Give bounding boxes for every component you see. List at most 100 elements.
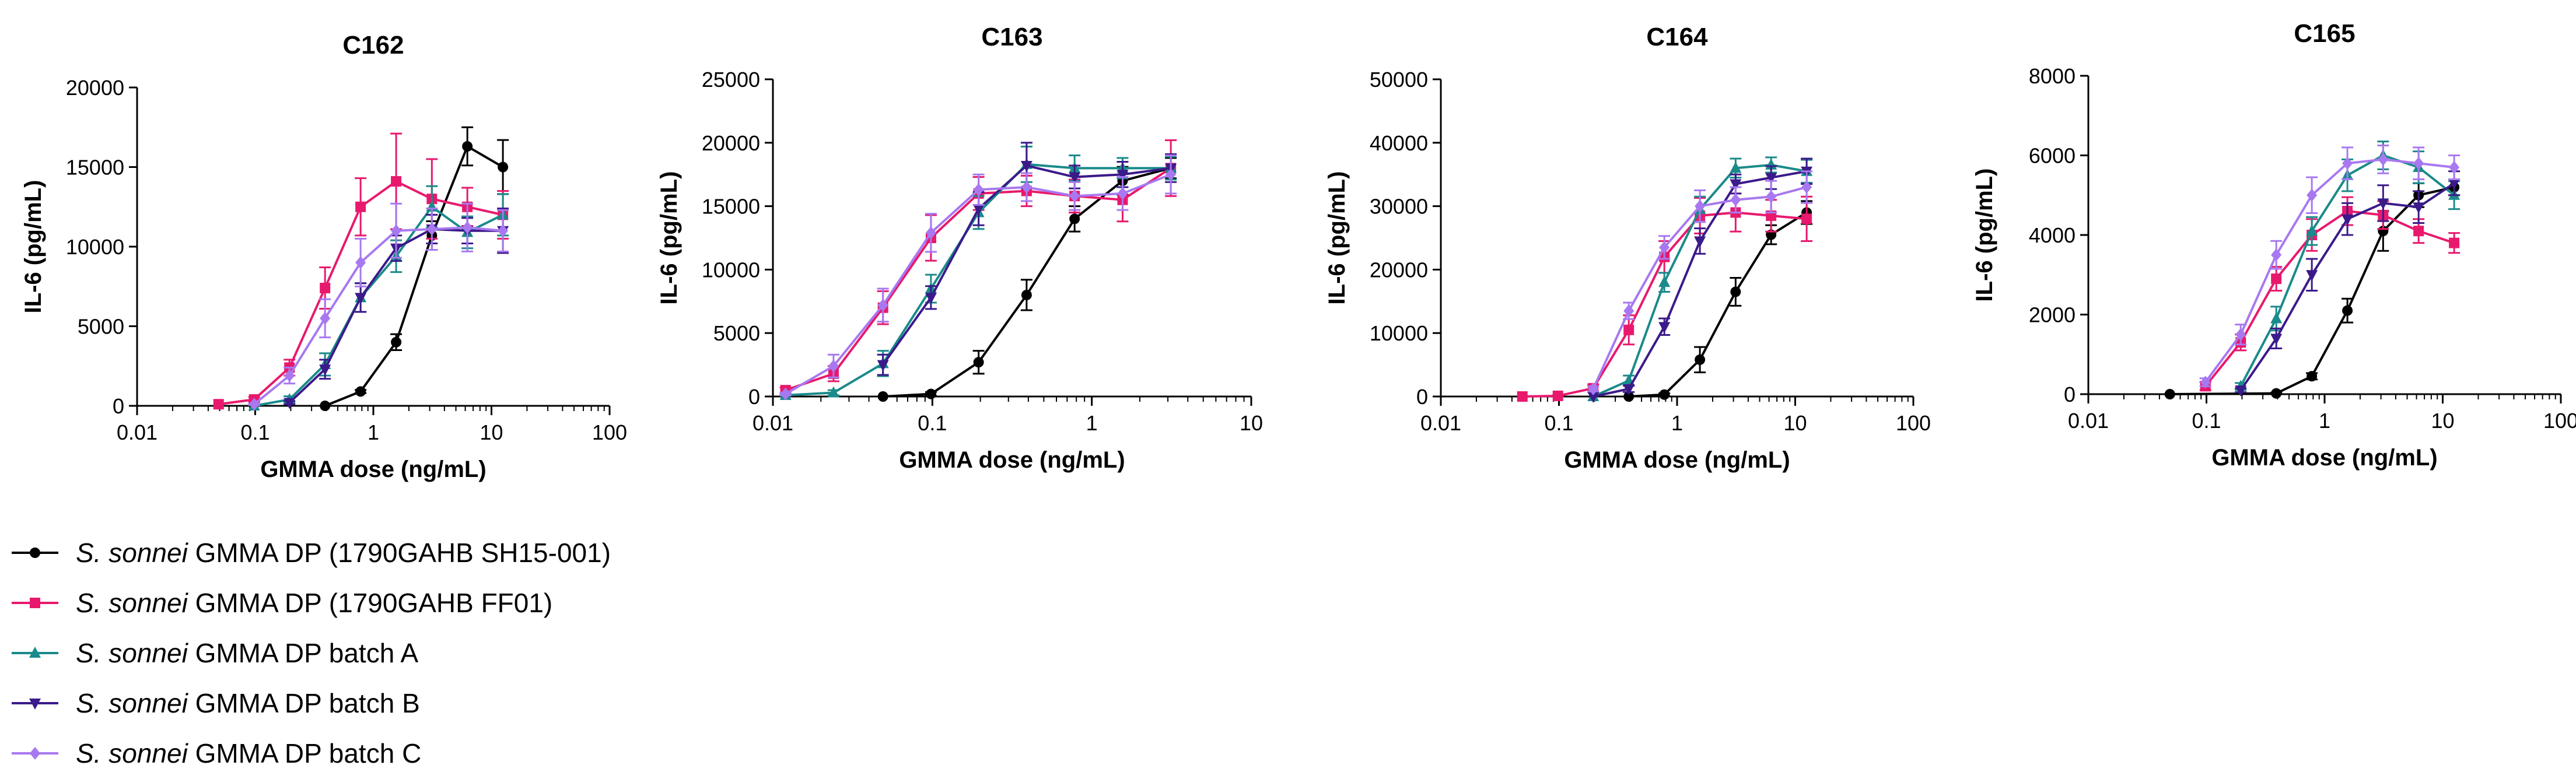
- data-point: [2413, 157, 2424, 170]
- x-tick-label: 0.1: [918, 411, 947, 435]
- legend-marker-icon: [30, 548, 40, 558]
- data-point: [1658, 322, 1671, 334]
- data-point: [213, 399, 224, 410]
- y-tick-label: 25000: [702, 68, 760, 92]
- y-tick-label: 30000: [1370, 195, 1428, 219]
- data-point: [2449, 160, 2460, 174]
- data-point: [355, 256, 366, 269]
- data-point: [1801, 180, 1812, 194]
- legend-label: S. sonnei GMMA DP (1790GAHB SH15-001): [76, 538, 611, 568]
- x-tick-label: 100: [1896, 411, 1931, 435]
- data-point: [972, 203, 985, 215]
- data-point: [462, 221, 473, 234]
- data-point: [498, 224, 509, 237]
- data-point: [1623, 304, 1634, 318]
- data-point: [1766, 190, 1777, 203]
- data-point: [2342, 214, 2354, 226]
- data-point: [284, 398, 296, 409]
- data-point: [1730, 193, 1741, 206]
- x-tick-label: 100: [2543, 409, 2576, 433]
- x-tick-label: 0.1: [2192, 409, 2221, 433]
- series-line: [253, 226, 503, 405]
- data-point: [355, 201, 366, 212]
- x-tick-label: 0.01: [2068, 409, 2109, 433]
- data-point: [827, 386, 839, 398]
- data-point: [2448, 178, 2460, 190]
- data-point: [1166, 168, 1177, 181]
- series-5: [1587, 170, 1813, 395]
- chart-panel-c164: C164 0 10000 20000 30000 40000 50000 0.01 0.1 1 10…: [1324, 23, 1931, 473]
- data-point: [1730, 179, 1742, 191]
- data-point: [2200, 376, 2211, 389]
- data-point: [828, 359, 839, 373]
- data-point: [391, 336, 402, 348]
- chart-panel-c162: C162 0 5000 10000 15000 20000 0.01 0.1 1 10 100 GMM…: [20, 31, 627, 482]
- data-point: [2413, 202, 2425, 214]
- series-4: [1587, 157, 1813, 403]
- data-point: [2271, 273, 2282, 285]
- y-tick-label: 10000: [1370, 321, 1428, 345]
- legend-label: S. sonnei GMMA DP batch C: [76, 738, 421, 769]
- data-point: [391, 224, 402, 237]
- data-point: [1623, 384, 1635, 395]
- legend-label: S. sonnei GMMA DP batch A: [76, 638, 419, 668]
- x-tick-label: 10: [1240, 411, 1263, 435]
- x-axis-label: GMMA dose (ng/mL): [899, 447, 1125, 473]
- series-4: [2235, 170, 2460, 397]
- legend-item: S. sonnei GMMA DP (1790GAHB SH15-001): [12, 538, 611, 568]
- data-point: [355, 293, 367, 304]
- data-point: [462, 141, 473, 152]
- data-point: [1695, 199, 1706, 213]
- y-tick-label: 10000: [702, 258, 760, 282]
- data-point: [2413, 226, 2424, 237]
- y-tick-label: 5000: [713, 321, 760, 345]
- data-point: [1694, 236, 1706, 248]
- data-point: [925, 226, 936, 240]
- chart-panel-c165: C165 0 2000 4000 6000 8000 0.01 0.1 1 10 100 GMMA d…: [1972, 19, 2576, 471]
- series-1: [320, 126, 509, 411]
- data-point: [973, 357, 984, 368]
- data-point: [2449, 237, 2460, 248]
- data-point: [1695, 354, 1706, 365]
- y-tick-label: 5000: [78, 315, 124, 339]
- data-point: [1021, 180, 1032, 194]
- y-axis-label: IL-6 (pg/mL): [1972, 169, 1997, 302]
- data-point: [1658, 276, 1671, 287]
- data-point: [1730, 286, 1741, 297]
- data-point: [2377, 198, 2389, 210]
- data-point: [1588, 382, 1599, 395]
- y-tick-label: 40000: [1370, 131, 1428, 155]
- x-tick-label: 100: [592, 420, 627, 444]
- data-point: [1730, 162, 1742, 173]
- data-point: [1020, 160, 1032, 172]
- data-point: [2270, 312, 2283, 324]
- y-tick-label: 2000: [2029, 303, 2076, 327]
- x-tick-label: 1: [1671, 411, 1683, 435]
- series-1: [1623, 200, 1813, 402]
- x-tick-label: 10: [480, 420, 503, 444]
- data-point: [2306, 270, 2318, 282]
- legend-item: S. sonnei GMMA DP (1790GAHB FF01): [12, 588, 552, 618]
- legend: S. sonnei GMMA DP (1790GAHB SH15-001) S. …: [12, 538, 611, 769]
- data-point: [1623, 391, 1634, 402]
- legend-label: S. sonnei GMMA DP batch B: [76, 688, 420, 718]
- y-tick-label: 0: [2064, 383, 2076, 406]
- y-axis-label: IL-6 (pg/mL): [656, 171, 682, 305]
- data-point: [1117, 187, 1128, 200]
- y-tick-label: 4000: [2029, 223, 2076, 247]
- legend-marker-icon: [30, 747, 40, 760]
- chart-panel-c163: C163 0 5000 10000 15000 20000 25000 0.01 0.1 1 10 G…: [656, 23, 1263, 473]
- data-point: [2235, 385, 2247, 397]
- chart-title: C165: [2294, 19, 2355, 48]
- y-tick-label: 8000: [2029, 64, 2076, 88]
- x-tick-label: 0.01: [1420, 411, 1461, 435]
- data-point: [1623, 324, 1634, 335]
- series-line: [324, 145, 504, 407]
- data-point: [355, 386, 366, 397]
- data-point: [320, 282, 331, 293]
- legend-marker-icon: [29, 647, 41, 658]
- data-point: [877, 299, 888, 312]
- data-point: [1517, 391, 1528, 402]
